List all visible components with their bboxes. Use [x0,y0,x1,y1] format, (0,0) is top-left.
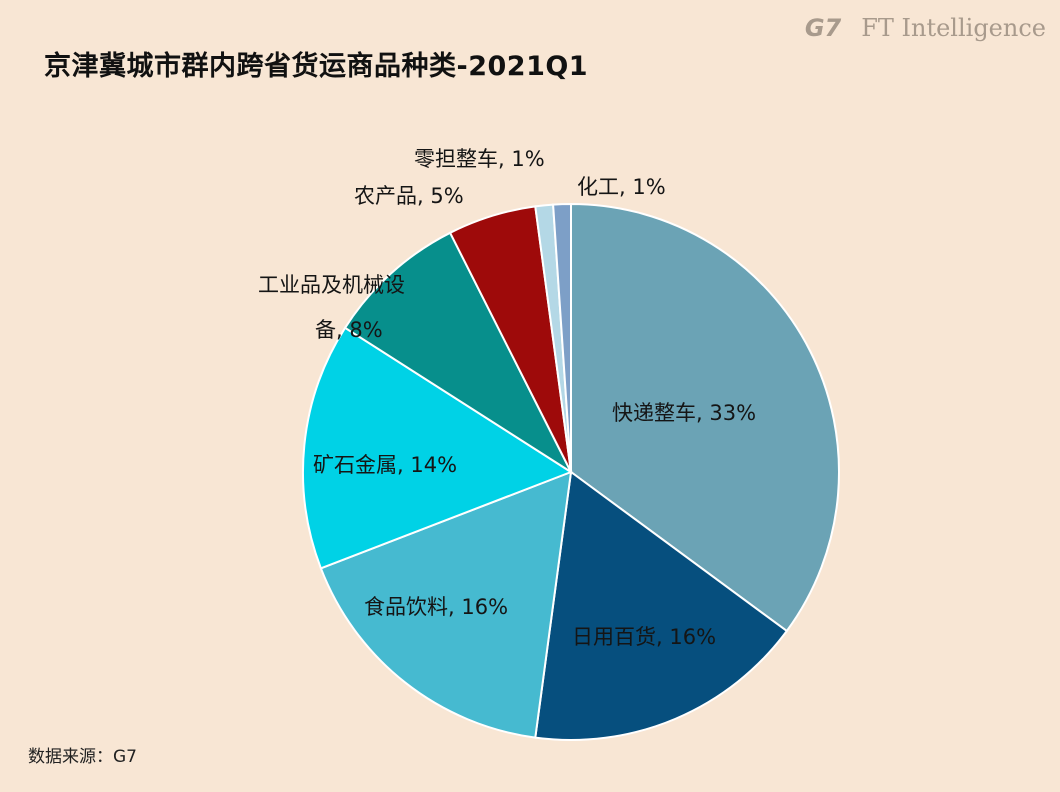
slice-label-daily-goods: 日用百货, 16% [572,625,716,649]
slice-label-express: 快递整车, 33% [612,401,756,425]
pie-slice-4 [343,231,574,475]
slice-label-ltl: 零担整车, 1% [414,147,545,171]
pie-slice-0 [570,202,840,633]
pie-slices [302,202,840,741]
slice-label-ore-metal: 矿石金属, 14% [313,453,457,477]
slice-label-food-beverage: 食品饮料, 16% [364,595,508,619]
pie-slice-7 [552,202,572,473]
data-source: 数据来源：G7 [28,747,137,767]
slice-label-industrial-line2: 备, 8% [315,318,383,342]
pie-slice-2 [319,470,573,739]
slice-label-industrial-line1: 工业品及机械设 [258,273,405,297]
slice-label-chemical: 化工, 1% [577,175,666,199]
brand-logo: G7 FT Intelligence [805,14,1046,42]
g7-logo: G7 [804,14,842,42]
chart-title: 京津冀城市群内跨省货运商品种类-2021Q1 [44,51,589,82]
pie-slice-3 [302,326,574,570]
pie-slice-1 [534,470,789,741]
ft-intelligence-logo: FT Intelligence [861,14,1046,42]
slice-label-agriculture: 农产品, 5% [354,184,464,208]
